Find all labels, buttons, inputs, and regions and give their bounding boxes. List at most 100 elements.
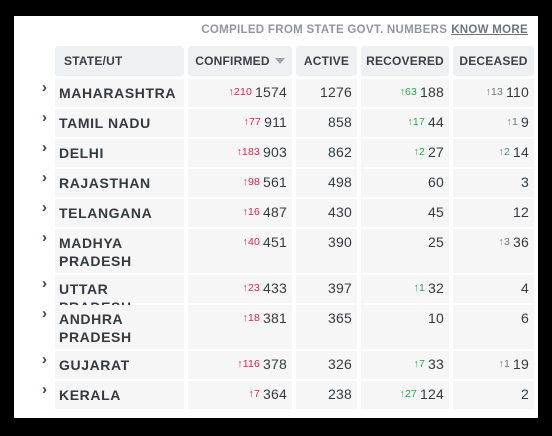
deceased-value: 14 (513, 144, 529, 160)
state-name: ANDHRA PRADESH (55, 305, 184, 349)
active-value: 858 (328, 114, 352, 130)
recovered-value: 44 (428, 114, 444, 130)
arrow-up-icon: ↑ (242, 176, 248, 188)
confirmed-delta-value: 183 (241, 146, 261, 158)
confirmed-value: 378 (263, 356, 287, 372)
deceased-cell: ↑13 110 (453, 79, 534, 107)
header-confirmed[interactable]: CONFIRMED (188, 46, 292, 76)
confirmed-delta: ↑7 (249, 388, 261, 400)
recovered-delta: ↑2 (414, 146, 426, 158)
table-row[interactable]: › KERALA ↑7 364 238 ↑27 124 2 (14, 381, 538, 409)
recovered-value: 10 (428, 310, 444, 326)
know-more-link[interactable]: KNOW MORE (451, 24, 528, 36)
deceased-value: 2 (521, 386, 529, 402)
arrow-up-icon: ↑ (498, 358, 504, 370)
chevron-right-icon[interactable]: › (42, 139, 47, 156)
header-active[interactable]: ACTIVE (296, 46, 357, 76)
active-cell: 862 (296, 139, 357, 167)
table-row[interactable]: › TELANGANA ↑16 487 430 45 12 (14, 199, 538, 227)
deceased-delta: ↑3 (499, 236, 511, 248)
arrow-up-icon: ↑ (399, 86, 405, 98)
arrow-up-icon: ↑ (242, 206, 248, 218)
confirmed-cell: ↑77 911 (188, 109, 292, 137)
recovered-cell: 10 (361, 305, 449, 349)
table-row[interactable]: › ANDHRA PRADESH ↑18 381 365 10 6 (14, 305, 538, 349)
confirmed-value: 903 (263, 144, 287, 160)
header-deceased[interactable]: DECEASED (453, 46, 534, 76)
table-row[interactable]: › GUJARAT ↑116 378 326 ↑7 33 ↑1 19 (14, 351, 538, 379)
deceased-cell: 2 (453, 381, 534, 409)
active-value: 365 (328, 310, 352, 326)
chevron-right-icon[interactable]: › (42, 199, 47, 216)
state-name: DELHI (55, 139, 184, 167)
confirmed-delta-value: 18 (247, 312, 261, 324)
chevron-right-icon[interactable]: › (42, 305, 47, 322)
active-cell: 390 (296, 229, 357, 273)
header-confirmed-label: CONFIRMED (195, 54, 270, 68)
table-header: STATE/UT CONFIRMED ACTIVE RECOVERED DECE… (55, 46, 534, 76)
active-value: 397 (328, 280, 352, 296)
recovered-cell: ↑1 32 (361, 275, 449, 303)
confirmed-delta: ↑40 (242, 236, 260, 248)
state-name: UTTAR PRADESH (55, 275, 184, 315)
confirmed-delta: ↑98 (242, 176, 260, 188)
row-cells: DELHI ↑183 903 862 ↑2 27 ↑2 14 (55, 139, 534, 167)
arrow-up-icon: ↑ (242, 282, 248, 294)
chevron-right-icon[interactable]: › (42, 351, 47, 368)
confirmed-delta-value: 23 (247, 282, 261, 294)
active-cell: 238 (296, 381, 357, 409)
header-state[interactable]: STATE/UT (55, 46, 184, 76)
arrow-up-icon: ↑ (485, 86, 491, 98)
chevron-right-icon[interactable]: › (42, 229, 47, 246)
recovered-delta-value: 27 (404, 388, 418, 400)
confirmed-delta-value: 40 (247, 236, 261, 248)
state-name: TAMIL NADU (55, 109, 184, 137)
arrow-up-icon: ↑ (242, 312, 248, 324)
row-cells: TELANGANA ↑16 487 430 45 12 (55, 199, 534, 227)
deceased-delta: ↑1 (499, 358, 511, 370)
confirmed-cell: ↑7 364 (188, 381, 292, 409)
active-value: 238 (328, 386, 352, 402)
deceased-cell: ↑1 19 (453, 351, 534, 379)
row-cells: MAHARASHTRA ↑210 1574 1276 ↑63 188 ↑13 110 (55, 79, 534, 107)
recovered-delta-value: 1 (418, 282, 426, 294)
deceased-cell: 12 (453, 199, 534, 227)
recovered-value: 25 (428, 234, 444, 250)
table-row[interactable]: › MADHYA PRADESH ↑40 451 390 25 ↑3 36 (14, 229, 538, 273)
recovered-delta-value: 7 (418, 358, 426, 370)
row-cells: KERALA ↑7 364 238 ↑27 124 2 (55, 381, 534, 409)
active-value: 390 (328, 234, 352, 250)
deceased-cell: ↑3 36 (453, 229, 534, 273)
deceased-value: 36 (513, 234, 529, 250)
table-row[interactable]: › RAJASTHAN ↑98 561 498 60 3 (14, 169, 538, 197)
confirmed-value: 911 (264, 114, 287, 130)
confirmed-cell: ↑23 433 (188, 275, 292, 303)
row-cells: ANDHRA PRADESH ↑18 381 365 10 6 (55, 305, 534, 349)
chevron-right-icon[interactable]: › (42, 79, 47, 96)
confirmed-delta: ↑183 (236, 146, 260, 158)
state-name: GUJARAT (55, 351, 184, 379)
arrow-up-icon: ↑ (228, 86, 234, 98)
source-note: COMPILED FROM STATE GOVT. NUMBERS KNOW MO… (201, 24, 528, 36)
deceased-delta: ↑2 (499, 146, 511, 158)
chevron-right-icon[interactable]: › (42, 381, 47, 398)
deceased-value: 3 (521, 174, 529, 190)
arrow-up-icon: ↑ (506, 116, 512, 128)
table-row[interactable]: › TAMIL NADU ↑77 911 858 ↑17 44 ↑1 9 (14, 109, 538, 137)
source-note-text: COMPILED FROM STATE GOVT. NUMBERS (201, 24, 448, 36)
table-row[interactable]: › MAHARASHTRA ↑210 1574 1276 ↑63 188 ↑13 110 (14, 79, 538, 107)
deceased-delta: ↑13 (486, 86, 504, 98)
table-row[interactable]: › DELHI ↑183 903 862 ↑2 27 ↑2 14 (14, 139, 538, 167)
header-recovered[interactable]: RECOVERED (361, 46, 449, 76)
confirmed-delta-value: 7 (253, 388, 261, 400)
row-cells: TAMIL NADU ↑77 911 858 ↑17 44 ↑1 9 (55, 109, 534, 137)
arrow-up-icon: ↑ (413, 146, 419, 158)
active-cell: 326 (296, 351, 357, 379)
chevron-right-icon[interactable]: › (42, 275, 47, 292)
chevron-right-icon[interactable]: › (42, 169, 47, 186)
chevron-right-icon[interactable]: › (42, 109, 47, 126)
recovered-cell: 45 (361, 199, 449, 227)
state-table-panel: COMPILED FROM STATE GOVT. NUMBERS KNOW MO… (14, 16, 538, 418)
deceased-cell: 6 (453, 305, 534, 349)
